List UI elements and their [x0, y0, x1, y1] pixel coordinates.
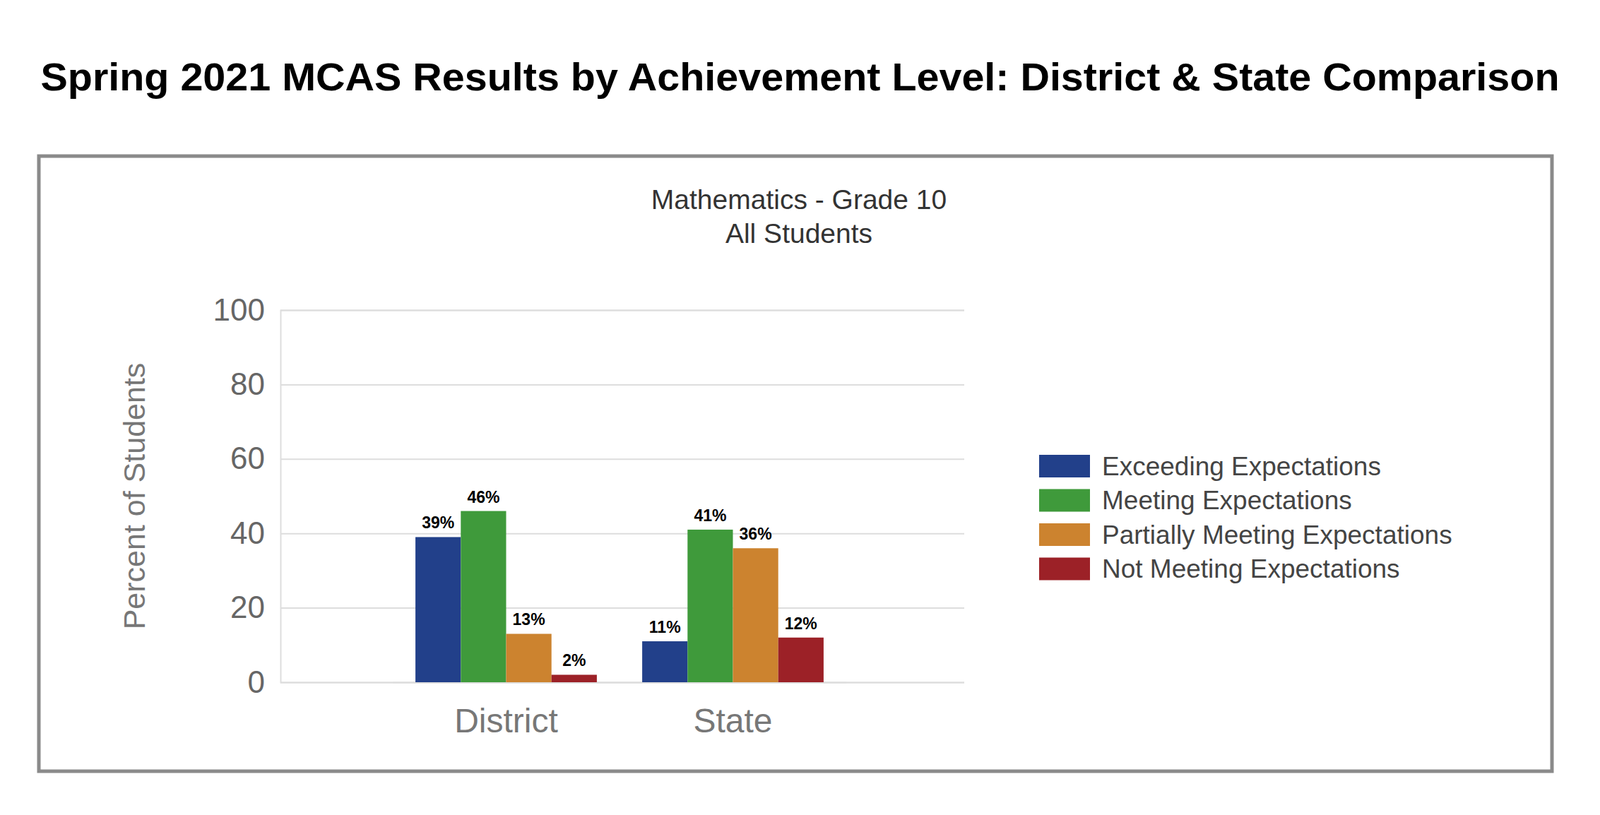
data-label: 36% — [739, 524, 773, 544]
x-tick: State — [692, 682, 773, 740]
bar — [415, 536, 461, 683]
grid-line — [280, 310, 965, 312]
title: Spring 2021 MCAS Results by Achievement … — [40, 54, 1560, 99]
y-tick: 40 — [230, 515, 965, 551]
legend-swatch — [1039, 523, 1090, 547]
y-tick-label: 80 — [230, 366, 265, 402]
x-tick-label: State — [692, 702, 773, 740]
y-tick-label: 0 — [247, 664, 265, 700]
bar — [460, 511, 506, 683]
legend-label: Partially Meeting Expectations — [1101, 520, 1453, 550]
data-label: 2% — [562, 651, 586, 670]
y-tick-label: 20 — [230, 589, 265, 625]
legend-label: Meeting Expectations — [1101, 486, 1353, 515]
data-label: 41% — [693, 506, 727, 525]
y-tick: 20 — [230, 589, 965, 625]
y-tick-label: 60 — [230, 440, 265, 476]
y-tick: 100 — [213, 292, 965, 328]
legend-swatch — [1039, 489, 1090, 513]
legend: Exceeding Expectations Meeting Expectatio… — [1039, 452, 1453, 585]
y-tick-label: 40 — [230, 515, 265, 551]
bar — [778, 637, 824, 683]
bars — [415, 511, 824, 683]
y-axis: 0 20 40 60 80 100 — [213, 292, 965, 700]
bar — [506, 633, 552, 683]
y-tick: 0 — [247, 664, 965, 700]
data-label: 13% — [512, 610, 546, 629]
legend-label: Exceeding Expectations — [1101, 452, 1382, 482]
legend-label: Not Meeting Expectations — [1101, 554, 1401, 584]
y-axis-line — [281, 310, 965, 684]
bar — [642, 641, 688, 683]
y-label: Percent of Students — [117, 363, 152, 631]
x-axis: District State — [393, 682, 847, 740]
subtitle: Mathematics - Grade 10 — [651, 184, 947, 215]
bar — [733, 548, 779, 683]
legend-swatch — [1039, 454, 1090, 478]
grid-line — [280, 384, 965, 386]
subtitle: All Students — [725, 218, 873, 249]
x-tick-label: District — [454, 702, 559, 740]
bar — [551, 674, 597, 683]
chart: Spring 2021 MCAS Results by Achievement … — [0, 0, 1600, 815]
data-label: 46% — [466, 488, 500, 507]
legend-swatch — [1039, 558, 1090, 581]
data-label: 11% — [649, 618, 681, 637]
frame — [38, 156, 1552, 772]
grid-line — [280, 533, 965, 535]
data-label: 12% — [784, 614, 818, 633]
x-tick: District — [454, 682, 559, 740]
y-tick: 80 — [230, 366, 965, 402]
grid-line — [280, 458, 965, 460]
grid-line — [280, 607, 965, 609]
y-tick-label: 100 — [213, 292, 265, 328]
y-tick: 60 — [230, 440, 965, 476]
data-label: 39% — [421, 513, 455, 532]
bar — [687, 529, 733, 683]
data-labels: 39% 11% 46% 41% 13% 36% 2% 12% — [421, 488, 818, 671]
grid-line — [280, 682, 965, 684]
